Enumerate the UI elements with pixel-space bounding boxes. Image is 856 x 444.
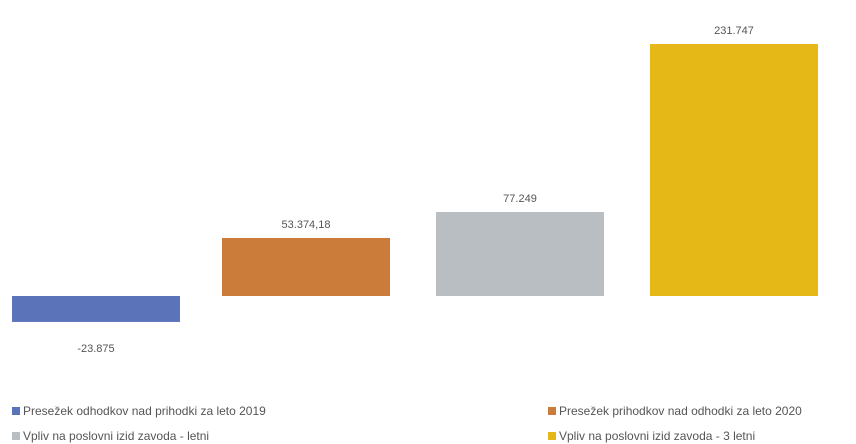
legend-swatch bbox=[12, 432, 20, 440]
legend-item: Presežek odhodkov nad prihodki za leto 2… bbox=[12, 404, 266, 418]
legend-swatch bbox=[548, 432, 556, 440]
data-label: -23.875 bbox=[77, 343, 114, 355]
value-labels-group: -23.875 53.374,18 77.249 231.747 bbox=[77, 25, 754, 355]
legend-swatch bbox=[12, 407, 20, 415]
legend-label: Presežek prihodkov nad odhodki za leto 2… bbox=[559, 404, 802, 418]
bar bbox=[650, 44, 818, 296]
legend-item: Vpliv na poslovni izid zavoda - letni bbox=[12, 429, 209, 443]
data-label: 77.249 bbox=[503, 193, 537, 205]
legend-item: Presežek prihodkov nad odhodki za leto 2… bbox=[548, 404, 802, 418]
legend-swatch bbox=[548, 407, 556, 415]
legend: Presežek odhodkov nad prihodki za leto 2… bbox=[12, 398, 856, 444]
data-label: 231.747 bbox=[714, 25, 754, 37]
legend-label: Presežek odhodkov nad prihodki za leto 2… bbox=[23, 404, 266, 418]
bar bbox=[12, 296, 180, 322]
legend-label: Vpliv na poslovni izid zavoda - 3 letni bbox=[559, 429, 756, 443]
bars-group bbox=[12, 44, 818, 322]
bar bbox=[222, 237, 390, 296]
legend-item: Vpliv na poslovni izid zavoda - 3 letni bbox=[548, 429, 755, 443]
data-label: 53.374,18 bbox=[282, 219, 331, 231]
bar bbox=[436, 212, 604, 296]
legend-label: Vpliv na poslovni izid zavoda - letni bbox=[23, 429, 210, 443]
